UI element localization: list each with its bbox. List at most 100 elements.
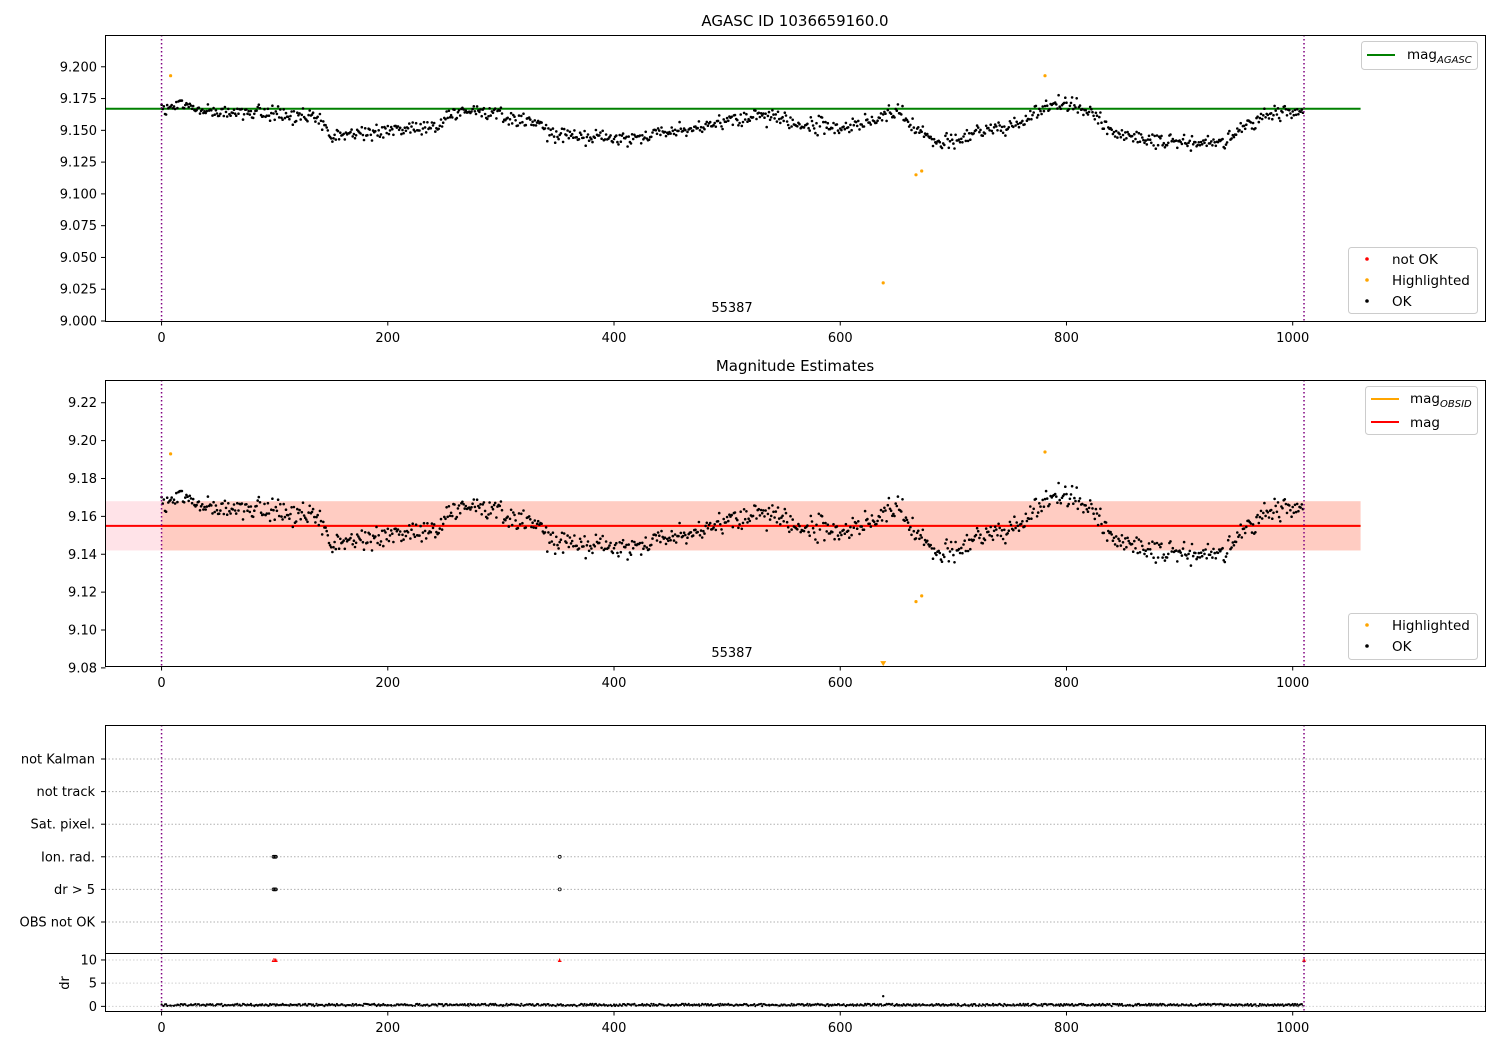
ok-point — [833, 537, 836, 541]
ok-point — [717, 114, 721, 117]
ok-point — [1125, 545, 1128, 549]
ok-point — [406, 127, 410, 130]
ok-point — [785, 120, 789, 123]
ok-point — [359, 132, 362, 135]
ok-point — [1068, 104, 1072, 108]
ok-point — [892, 512, 895, 516]
ok-point — [642, 547, 645, 550]
ok-point — [570, 539, 574, 543]
ok-point — [822, 521, 825, 525]
ok-point — [579, 133, 583, 136]
ok-point — [283, 515, 287, 519]
ok-point — [960, 546, 963, 550]
ok-point — [1181, 137, 1185, 141]
ok-point — [745, 510, 748, 513]
ok-point — [1031, 511, 1034, 514]
ok-point — [1067, 108, 1070, 111]
ok-point — [369, 540, 373, 544]
dr-point — [463, 1003, 466, 1006]
ok-point — [743, 118, 747, 121]
ok-point — [343, 138, 347, 141]
ok-point — [379, 133, 383, 136]
ok-point — [483, 509, 487, 513]
ok-point — [720, 125, 723, 128]
ok-point — [522, 112, 525, 115]
ok-point — [885, 520, 888, 523]
ok-point — [1223, 560, 1227, 564]
ok-point — [175, 491, 178, 495]
ok-point — [514, 119, 517, 122]
ok-point — [1058, 105, 1061, 108]
ok-point — [824, 521, 827, 525]
y-tick-label: 9.125 — [60, 156, 97, 171]
legend-ok-label: OK — [1392, 639, 1413, 655]
dr-point — [1040, 1003, 1043, 1006]
ok-point — [754, 109, 757, 112]
ok-point — [1027, 118, 1031, 121]
ok-point — [1281, 110, 1284, 114]
ok-point — [626, 145, 629, 148]
ok-point — [997, 121, 1000, 124]
ok-point — [240, 502, 244, 505]
ok-point — [1171, 546, 1175, 550]
ok-point — [611, 140, 615, 144]
ok-point — [682, 531, 686, 534]
ok-point — [612, 546, 616, 550]
ok-point — [383, 529, 386, 532]
dr-point — [467, 1003, 470, 1006]
ok-point — [1162, 553, 1166, 556]
ok-point — [1110, 128, 1113, 131]
ok-point — [423, 529, 427, 533]
ok-point — [1171, 137, 1175, 141]
ok-point — [507, 525, 511, 528]
ok-point — [326, 534, 330, 537]
ok-point — [886, 503, 890, 507]
ok-point — [584, 144, 587, 147]
ok-point — [836, 534, 840, 537]
ok-point — [1188, 139, 1192, 143]
ok-point — [1232, 135, 1236, 139]
ok-point — [664, 134, 668, 138]
ok-point — [333, 133, 336, 137]
ok-point — [1145, 555, 1149, 558]
ok-point — [413, 535, 417, 539]
dr-point — [914, 1003, 918, 1006]
ok-point — [647, 548, 651, 551]
ok-point — [584, 556, 587, 560]
ok-point — [493, 501, 497, 505]
ok-point — [833, 131, 836, 135]
ok-point — [869, 123, 873, 126]
ok-point — [1041, 105, 1044, 108]
ok-point — [268, 519, 272, 523]
ok-point — [1098, 514, 1101, 517]
ok-point — [481, 503, 485, 506]
ok-point — [651, 131, 654, 134]
ok-point — [212, 500, 215, 504]
ok-point — [532, 526, 535, 529]
dr-point — [704, 1002, 707, 1006]
ok-point — [1055, 103, 1058, 106]
ok-point — [520, 512, 523, 516]
ok-point — [1001, 131, 1005, 135]
ok-point — [1124, 131, 1127, 134]
ok-point — [443, 515, 446, 519]
ok-point — [585, 544, 589, 547]
ok-point — [479, 108, 482, 111]
ok-point — [825, 126, 828, 129]
ok-point — [1094, 507, 1098, 511]
ok-point — [1136, 551, 1139, 555]
y-tick-label: 9.10 — [68, 624, 97, 639]
y-tick-label: 9.20 — [68, 434, 97, 449]
ok-point — [1167, 141, 1170, 145]
ok-point — [566, 534, 569, 537]
ok-point — [1225, 552, 1229, 555]
ok-point — [967, 132, 971, 135]
ok-point — [1113, 135, 1117, 138]
ok-point — [401, 533, 404, 537]
ok-point — [1016, 524, 1020, 528]
ok-point — [315, 515, 318, 519]
ok-point — [1126, 130, 1129, 134]
ok-point — [757, 111, 761, 115]
ok-point — [1204, 548, 1207, 551]
ok-point — [937, 549, 940, 553]
